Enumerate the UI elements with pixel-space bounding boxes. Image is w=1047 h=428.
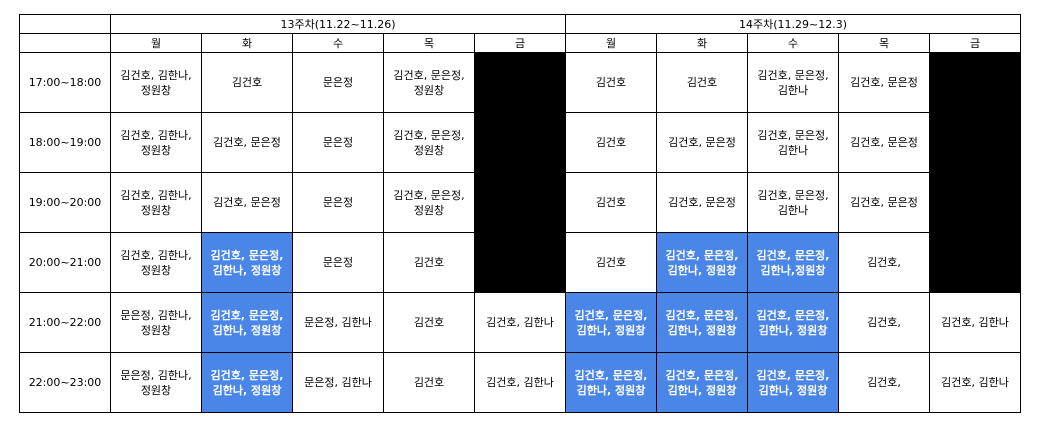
availability-cell[interactable]: 문은정, 김한나 (292, 292, 384, 353)
availability-cell[interactable]: 김건호, 문은정, 김한나 (747, 112, 839, 173)
availability-cell[interactable]: 김건호, 김한나, 정원창 (110, 232, 202, 293)
availability-cell-highlighted[interactable]: 김건호, 문은정, 김한나, 정원창 (656, 352, 748, 413)
week-14-header[interactable]: 14주차(11.29~12.3) (565, 14, 1021, 34)
blocked-cell[interactable] (474, 52, 566, 113)
availability-cell[interactable]: 김건호 (565, 112, 657, 173)
availability-cell[interactable]: 김건호, 문은정 (201, 112, 293, 173)
availability-cell[interactable]: 김건호, 김한나 (929, 352, 1021, 413)
availability-cell[interactable]: 김건호, 김한나 (474, 292, 566, 353)
availability-cell-highlighted[interactable]: 김건호, 문은정, 김한나, 정원창 (201, 292, 293, 353)
availability-cell[interactable]: 김건호 (383, 292, 475, 353)
availability-cell[interactable]: 김건호 (383, 352, 475, 413)
availability-cell[interactable]: 김건호 (201, 52, 293, 113)
availability-cell[interactable]: 문은정, 김한나 (292, 352, 384, 413)
availability-cell[interactable]: 김건호 (565, 52, 657, 113)
availability-cell-highlighted[interactable]: 김건호, 문은정, 김한나, 정원창 (565, 292, 657, 353)
time-label-cell[interactable]: 21:00~22:00 (19, 292, 111, 353)
corner-cell[interactable] (19, 33, 111, 53)
day-header[interactable]: 목 (838, 33, 930, 53)
availability-cell[interactable]: 김건호, 김한나 (929, 292, 1021, 353)
schedule-table: 13주차(11.22~11.26) 14주차(11.29~12.3) 월 화 수… (19, 14, 1021, 413)
availability-cell[interactable]: 김건호 (383, 232, 475, 293)
availability-cell[interactable]: 김건호, 문은정 (838, 172, 930, 233)
week-header-row: 13주차(11.22~11.26) 14주차(11.29~12.3) (19, 14, 1021, 34)
time-label-cell[interactable]: 20:00~21:00 (19, 232, 111, 293)
availability-cell[interactable]: 김건호 (565, 232, 657, 293)
day-header[interactable]: 화 (656, 33, 748, 53)
time-slot-row: 19:00~20:00 김건호, 김한나, 정원창 김건호, 문은정 문은정 김건호, … (19, 172, 1021, 233)
day-header[interactable]: 금 (929, 33, 1021, 53)
time-slot-rows: 17:00~18:00 김건호, 김한나, 정원창 김건호 문은정 김건호, 문은정, … (19, 52, 1021, 413)
blocked-cell[interactable] (929, 112, 1021, 173)
availability-cell[interactable]: 김건호, 문은정, 김한나 (747, 172, 839, 233)
day-header[interactable]: 금 (474, 33, 566, 53)
availability-cell[interactable]: 김건호, 문은정, 김한나 (747, 52, 839, 113)
availability-cell[interactable]: 김건호, (838, 292, 930, 353)
blocked-cell[interactable] (929, 52, 1021, 113)
availability-cell[interactable]: 김건호, 김한나 (474, 352, 566, 413)
availability-cell[interactable]: 문은정 (292, 232, 384, 293)
time-label-cell[interactable]: 18:00~19:00 (19, 112, 111, 173)
day-header[interactable]: 수 (292, 33, 384, 53)
availability-cell[interactable]: 문은정, 김한나, 정원창 (110, 352, 202, 413)
availability-cell-highlighted[interactable]: 김건호, 문은정, 김한나, 정원창 (565, 352, 657, 413)
blocked-cell[interactable] (474, 172, 566, 233)
day-header[interactable]: 수 (747, 33, 839, 53)
blocked-cell[interactable] (929, 232, 1021, 293)
day-header[interactable]: 화 (201, 33, 293, 53)
day-header-row: 월 화 수 목 금 월 화 수 목 금 (19, 33, 1021, 53)
day-header[interactable]: 월 (565, 33, 657, 53)
availability-cell[interactable]: 김건호, 문은정, 정원창 (383, 52, 475, 113)
availability-cell-highlighted[interactable]: 김건호, 문은정, 김한나, 정원창 (201, 232, 293, 293)
corner-cell[interactable] (19, 14, 111, 34)
availability-cell-highlighted[interactable]: 김건호, 문은정, 김한나, 정원창 (201, 352, 293, 413)
availability-cell-highlighted[interactable]: 김건호, 문은정, 김한나,정원창 (747, 232, 839, 293)
week-13-header[interactable]: 13주차(11.22~11.26) (110, 14, 566, 34)
day-header[interactable]: 목 (383, 33, 475, 53)
availability-cell[interactable]: 문은정 (292, 52, 384, 113)
availability-cell[interactable]: 문은정, 김한나, 정원창 (110, 292, 202, 353)
availability-cell[interactable]: 김건호, 김한나, 정원창 (110, 172, 202, 233)
availability-cell[interactable]: 김건호 (656, 52, 748, 113)
availability-cell[interactable]: 김건호, 문은정, 정원창 (383, 112, 475, 173)
time-slot-row: 21:00~22:00 문은정, 김한나, 정원창 김건호, 문은정, 김한나, 정… (19, 292, 1021, 353)
availability-cell[interactable]: 문은정 (292, 172, 384, 233)
time-slot-row: 20:00~21:00 김건호, 김한나, 정원창 김건호, 문은정, 김한나, 정… (19, 232, 1021, 293)
time-slot-row: 22:00~23:00 문은정, 김한나, 정원창 김건호, 문은정, 김한나, 정… (19, 352, 1021, 413)
availability-cell[interactable]: 김건호, 김한나, 정원창 (110, 112, 202, 173)
time-slot-row: 18:00~19:00 김건호, 김한나, 정원창 김건호, 문은정 문은정 김건호, … (19, 112, 1021, 173)
availability-cell[interactable]: 김건호, 문은정 (656, 112, 748, 173)
availability-cell[interactable]: 김건호, (838, 232, 930, 293)
availability-cell-highlighted[interactable]: 김건호, 문은정, 김한나, 정원창 (656, 232, 748, 293)
time-slot-row: 17:00~18:00 김건호, 김한나, 정원창 김건호 문은정 김건호, 문은정, … (19, 52, 1021, 113)
blocked-cell[interactable] (474, 112, 566, 173)
availability-cell[interactable]: 김건호, 문은정 (656, 172, 748, 233)
day-header[interactable]: 월 (110, 33, 202, 53)
availability-cell[interactable]: 김건호, 김한나, 정원창 (110, 52, 202, 113)
availability-cell[interactable]: 김건호, 문은정 (201, 172, 293, 233)
availability-cell[interactable]: 김건호 (565, 172, 657, 233)
availability-cell[interactable]: 김건호, 문은정, 정원창 (383, 172, 475, 233)
time-label-cell[interactable]: 17:00~18:00 (19, 52, 111, 113)
availability-cell[interactable]: 문은정 (292, 112, 384, 173)
time-label-cell[interactable]: 19:00~20:00 (19, 172, 111, 233)
time-label-cell[interactable]: 22:00~23:00 (19, 352, 111, 413)
availability-cell[interactable]: 김건호, (838, 352, 930, 413)
availability-cell[interactable]: 김건호, 문은정 (838, 112, 930, 173)
blocked-cell[interactable] (474, 232, 566, 293)
blocked-cell[interactable] (929, 172, 1021, 233)
availability-cell-highlighted[interactable]: 김건호, 문은정, 김한나, 정원창 (747, 292, 839, 353)
availability-cell-highlighted[interactable]: 김건호, 문은정, 김한나, 정원창 (656, 292, 748, 353)
availability-cell[interactable]: 김건호, 문은정 (838, 52, 930, 113)
availability-cell-highlighted[interactable]: 김건호, 문은정, 김한나, 정원창 (747, 352, 839, 413)
